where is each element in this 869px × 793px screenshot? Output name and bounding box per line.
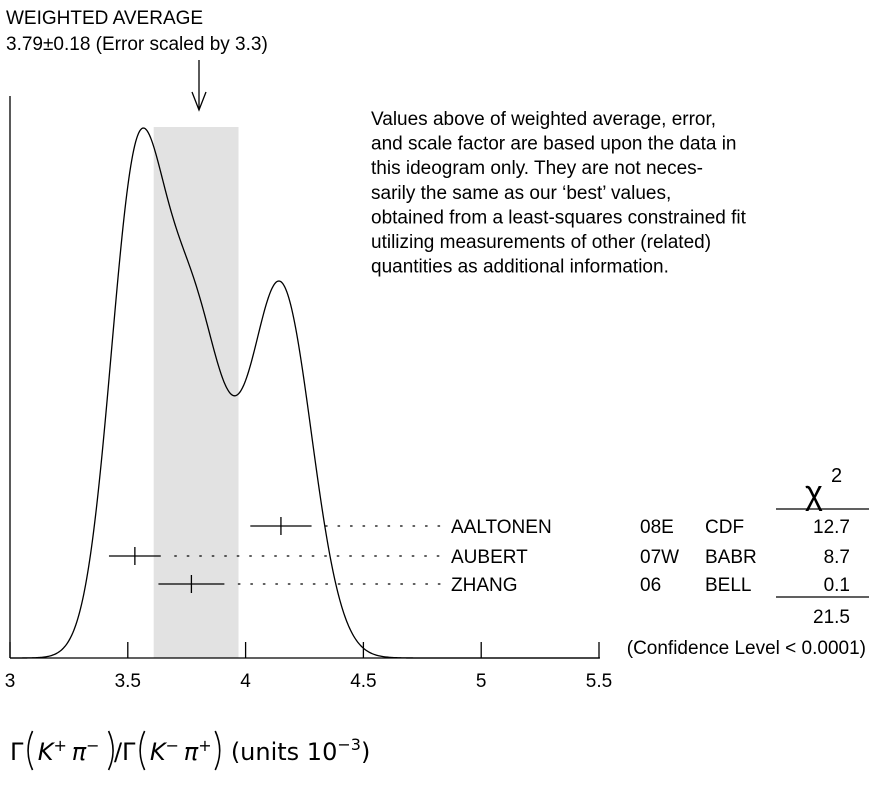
measurement-year: 06 (640, 575, 661, 596)
note-line: obtained from a least-squares constraine… (371, 207, 747, 228)
measurement-chi2: 0.1 (824, 575, 850, 596)
measurement-experiment: BELL (705, 575, 751, 596)
measurements-group: AALTONEN 08E CDF 12.7 AUBERT 07W BABR 8.7 ZHANG 0… (108, 517, 850, 596)
x-tick-label: 4 (240, 671, 251, 692)
measurement-author: ZHANG (451, 575, 518, 596)
measurement-chi2: 8.7 (824, 547, 850, 568)
note-text-block: Values above of weighted average, error,… (371, 109, 747, 278)
big-paren-close (107, 730, 114, 771)
measurement-experiment: BABR (705, 547, 757, 568)
weighted-average-label: 3.79±0.18 (Error scaled by 3.3) (6, 34, 268, 55)
x-tick-label: 3 (5, 671, 16, 692)
note-line: Values above of weighted average, error, (371, 109, 716, 130)
big-paren-open (139, 730, 146, 771)
measurement-year: 08E (640, 517, 674, 538)
measurement-author: AUBERT (451, 547, 528, 568)
note-line: quantities as additional information. (371, 257, 669, 278)
measurement-author: AALTONEN (451, 517, 552, 538)
note-line: this ideogram only. They are not neces- (371, 158, 703, 179)
chi2-exponent: 2 (831, 465, 842, 487)
svg-text:Γ K+ π− /Γ K− π+ (uni: Γ K+ π− /Γ K− π+ (units 10−3) (10, 735, 370, 766)
big-paren-open (27, 730, 34, 771)
chi2-total: 21.5 (813, 607, 850, 628)
big-paren-close (214, 730, 221, 771)
note-line: sarily the same as our ‘best’ values, (371, 183, 671, 204)
x-tick-label: 4.5 (350, 671, 376, 692)
x-tick-label: 3.5 (115, 671, 141, 692)
x-tick-label: 5 (476, 671, 487, 692)
x-axis-ticks: 3 3.5 4 4.5 5 5.5 (5, 642, 612, 692)
measurement-year: 07W (640, 547, 679, 568)
weighted-average-arrow-head (191, 91, 207, 112)
confidence-level: (Confidence Level < 0.0001) (627, 638, 866, 659)
note-line: and scale factor are based upon the data… (371, 134, 736, 155)
chi2-symbol: χ (805, 474, 823, 512)
measurement-experiment: CDF (705, 517, 744, 538)
weighted-average-band (153, 127, 239, 658)
weighted-average-title: WEIGHTED AVERAGE (6, 8, 203, 29)
measurement-chi2: 12.7 (813, 517, 850, 538)
x-tick-label: 5.5 (586, 671, 612, 692)
x-axis-title: Γ K+ π− /Γ K− π+ (units 10−3) (10, 730, 370, 771)
note-line: utilizing measurements of other (related… (371, 232, 711, 253)
